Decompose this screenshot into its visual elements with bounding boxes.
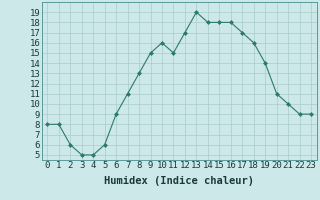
X-axis label: Humidex (Indice chaleur): Humidex (Indice chaleur) [104, 176, 254, 186]
